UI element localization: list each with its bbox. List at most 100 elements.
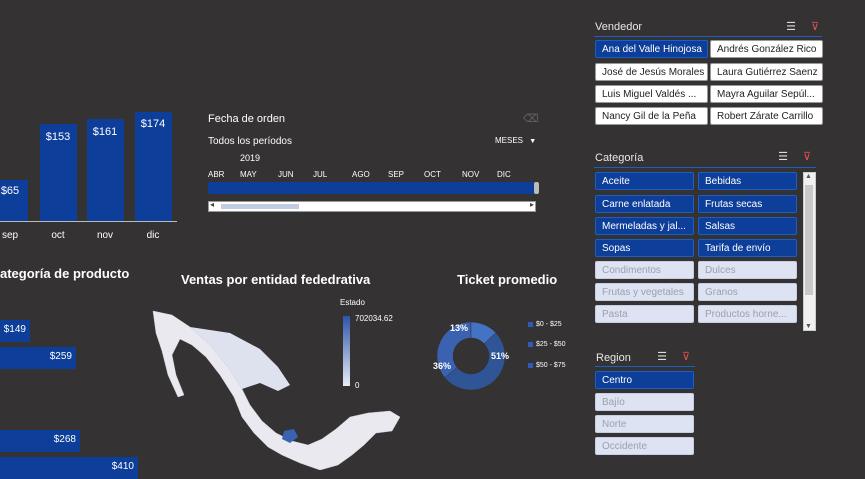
donut-label-13: 13% bbox=[450, 323, 469, 333]
mexico-map[interactable] bbox=[150, 305, 410, 470]
donut-legend-2: $25 - $50 bbox=[528, 341, 566, 348]
categoria-item[interactable]: Productos horne... bbox=[698, 305, 797, 323]
category-bar-1[interactable]: $149 bbox=[0, 320, 30, 342]
timeline-month-4[interactable]: AGO bbox=[352, 170, 370, 179]
map-legend-max: 702034.62 bbox=[355, 314, 393, 323]
region-item[interactable]: Centro bbox=[595, 371, 694, 389]
scroll-up-icon[interactable]: ▲ bbox=[805, 173, 812, 180]
timeline-month-3[interactable]: JUL bbox=[313, 170, 328, 179]
categoria-divider bbox=[594, 167, 816, 168]
donut-legend-3: $50 - $75 bbox=[528, 362, 566, 369]
timeline-scrollbar[interactable]: ◂ ▸ bbox=[208, 200, 536, 212]
timeline-month-0[interactable]: ABR bbox=[208, 170, 225, 179]
region-slicer-title: Region bbox=[596, 352, 631, 364]
categoria-item[interactable]: Carne enlatada bbox=[595, 195, 694, 213]
region-item[interactable]: Bajío bbox=[595, 393, 694, 411]
categoria-item[interactable]: Condimentos bbox=[595, 261, 694, 279]
timeline-month-6[interactable]: OCT bbox=[424, 170, 441, 179]
clear-filter-icon[interactable]: ⊽ bbox=[810, 21, 820, 33]
categoria-item[interactable]: Sopas bbox=[595, 239, 694, 257]
categoria-item[interactable]: Aceite bbox=[595, 172, 694, 190]
categoria-item[interactable]: Tarifa de envío bbox=[698, 239, 797, 257]
donut-slice-2[interactable] bbox=[470, 321, 497, 345]
clear-filter-icon[interactable]: ⊽ bbox=[681, 351, 691, 363]
category-chart-title: ategoría de producto bbox=[0, 266, 130, 281]
category-bar-label-4: $410 bbox=[111, 461, 134, 472]
bar-sep[interactable] bbox=[0, 180, 28, 221]
donut-legend-1: $0 - $25 bbox=[528, 321, 562, 328]
bar-label-dic: $174 bbox=[140, 118, 166, 130]
donut-title: Ticket promedio bbox=[457, 272, 558, 287]
map-title: Ventas por entidad fededrativa bbox=[181, 272, 371, 287]
categoria-slicer-title: Categoría bbox=[595, 152, 644, 164]
vendedor-item[interactable]: José de Jesús Morales bbox=[595, 63, 708, 81]
bar-dic[interactable] bbox=[135, 112, 172, 221]
bar-label-oct: $153 bbox=[45, 131, 71, 143]
donut-label-51: 51% bbox=[491, 351, 510, 361]
region-divider bbox=[595, 366, 695, 367]
vendedor-item[interactable]: Ana del Valle Hinojosa bbox=[595, 40, 708, 58]
multi-select-icon[interactable]: ☰ bbox=[778, 151, 788, 163]
categoria-item[interactable]: Bebidas bbox=[698, 172, 797, 190]
donut-svg[interactable] bbox=[430, 315, 512, 397]
month-label-nov: nov bbox=[96, 230, 114, 241]
clear-filter-icon[interactable]: ⌫ bbox=[523, 113, 539, 125]
donut-slice-0[interactable] bbox=[444, 332, 506, 391]
region-item[interactable]: Norte bbox=[595, 415, 694, 433]
category-bar-2[interactable]: $259 bbox=[0, 347, 76, 369]
month-label-dic: dic bbox=[146, 230, 160, 241]
multi-select-icon[interactable]: ☰ bbox=[657, 351, 667, 363]
x-axis-line bbox=[0, 221, 177, 222]
multi-select-icon[interactable]: ☰ bbox=[786, 21, 796, 33]
month-label-oct: oct bbox=[51, 230, 65, 241]
scroll-left-icon[interactable]: ◂ bbox=[210, 200, 215, 209]
chevron-down-icon: ▼ bbox=[529, 138, 537, 145]
vendedor-item[interactable]: Mayra Aguilar Sepúl... bbox=[710, 85, 823, 103]
scroll-right-icon[interactable]: ▸ bbox=[529, 200, 534, 209]
bar-nov[interactable] bbox=[87, 119, 124, 221]
bar-oct[interactable] bbox=[40, 124, 77, 221]
region-item[interactable]: Occidente bbox=[595, 437, 694, 455]
bar-label-sep: $65 bbox=[0, 185, 20, 197]
donut-label-36: 36% bbox=[433, 361, 452, 371]
map-legend-title: Estado bbox=[340, 298, 365, 307]
map-legend-min: 0 bbox=[355, 381, 360, 390]
timeline-title: Fecha de orden bbox=[208, 113, 286, 125]
timeline-month-7[interactable]: NOV bbox=[462, 170, 480, 179]
map-region-fill bbox=[152, 310, 401, 470]
categoria-item[interactable]: Mermeladas y jal... bbox=[595, 217, 694, 235]
clear-filter-icon[interactable]: ⊽ bbox=[802, 151, 812, 163]
categoria-item[interactable]: Salsas bbox=[698, 217, 797, 235]
categoria-item[interactable]: Frutas y vegetales bbox=[595, 283, 694, 301]
categoria-item[interactable]: Dulces bbox=[698, 261, 797, 279]
map-legend-gradient bbox=[343, 316, 350, 386]
scroll-down-icon[interactable]: ▼ bbox=[805, 323, 812, 330]
timeline-year: 2019 bbox=[240, 153, 261, 163]
timeline-unit-label: MESES bbox=[495, 136, 524, 145]
timeline-selected-range[interactable] bbox=[208, 182, 538, 194]
timeline-unit-dropdown[interactable]: MESES ▼ bbox=[495, 136, 536, 145]
timeline-period-label: Todos los períodos bbox=[208, 136, 292, 147]
timeline-month-2[interactable]: JUN bbox=[278, 170, 294, 179]
vendedor-divider bbox=[594, 36, 822, 37]
vendedor-item[interactable]: Robert Zárate Carrillo bbox=[710, 107, 823, 125]
bar-label-nov: $161 bbox=[92, 126, 118, 138]
timeline-range-handle[interactable] bbox=[534, 182, 539, 194]
timeline-month-5[interactable]: SEP bbox=[388, 170, 405, 179]
vendedor-item[interactable]: Luis Miguel Valdés ... bbox=[595, 85, 708, 103]
scrollbar-thumb[interactable] bbox=[221, 204, 299, 209]
categoria-item[interactable]: Frutas secas bbox=[698, 195, 797, 213]
categoria-item[interactable]: Granos bbox=[698, 283, 797, 301]
timeline-month-1[interactable]: MAY bbox=[240, 170, 257, 179]
categoria-scrollbar[interactable]: ▲ ▼ bbox=[803, 172, 816, 331]
category-bar-3[interactable]: $268 bbox=[0, 430, 80, 452]
scrollbar-thumb[interactable] bbox=[805, 185, 813, 295]
vendedor-item[interactable]: Andrés González Rico bbox=[710, 40, 823, 58]
vendedor-item[interactable]: Laura Gutiérrez Saenz bbox=[710, 63, 823, 81]
map-region-highlight bbox=[282, 429, 298, 443]
category-bar-4[interactable]: $410 bbox=[0, 457, 138, 479]
month-label-sep: sep bbox=[1, 230, 19, 241]
timeline-month-8[interactable]: DIC bbox=[497, 170, 511, 179]
vendedor-item[interactable]: Nancy Gil de la Peña bbox=[595, 107, 708, 125]
categoria-item[interactable]: Pasta bbox=[595, 305, 694, 323]
